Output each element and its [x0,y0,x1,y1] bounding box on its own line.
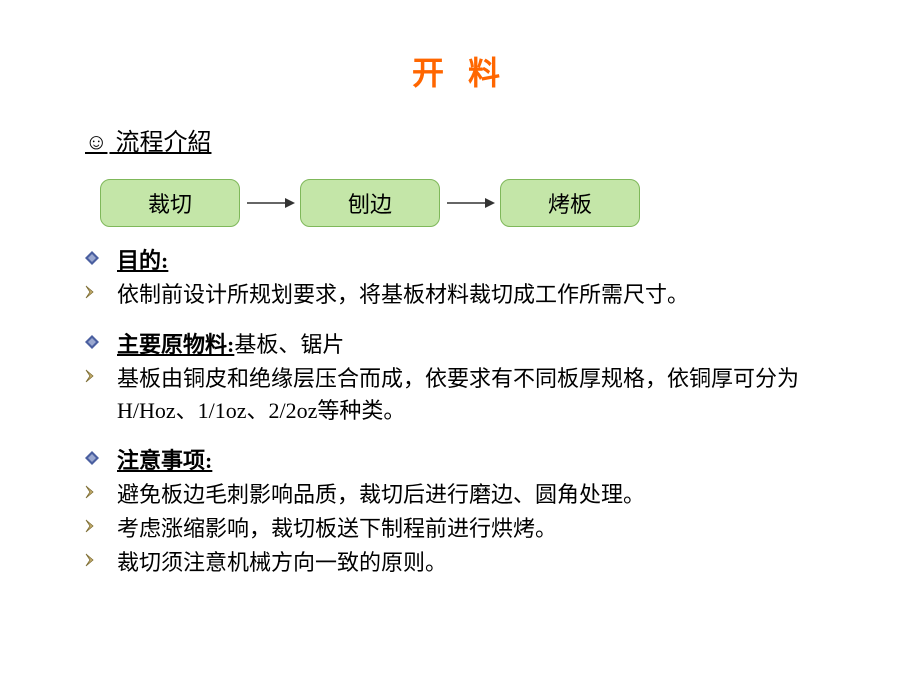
content-body: 目的:依制前设计所规划要求，将基板材料裁切成工作所需尺寸。主要原物料:基板、锯片… [85,245,860,579]
bullet-text: 依制前设计所规划要求，将基板材料裁切成工作所需尺寸。 [117,279,860,311]
arrow-right-icon [240,196,300,210]
bullet-line: 避免板边毛刺影响品质，裁切后进行磨边、圆角处理。 [85,479,860,511]
diamond-bullet-icon [85,329,117,349]
flowchart: 裁切 刨边 烤板 [100,179,920,227]
arrow-right-icon [440,196,500,210]
section-label-line: 主要原物料:基板、锯片 [85,329,860,361]
bullet-text: 裁切须注意机械方向一致的原则。 [117,547,860,579]
diamond-bullet-icon [85,445,117,465]
section-label-text: 主要原物料:基板、锯片 [117,329,860,361]
bullet-line: 基板由铜皮和绝缘层压合而成，依要求有不同板厚规格，依铜厚可分为H/Hoz、1/1… [85,363,860,427]
flow-node: 烤板 [500,179,640,227]
bullet-line: 考虑涨缩影响，裁切板送下制程前进行烘烤。 [85,513,860,545]
bullet-text: 基板由铜皮和绝缘层压合而成，依要求有不同板厚规格，依铜厚可分为H/Hoz、1/1… [117,363,860,427]
flow-node: 刨边 [300,179,440,227]
section-label-text: 目的: [117,245,860,277]
section-heading: ☺ 流程介紹 [85,122,920,157]
section-label-line: 注意事项: [85,445,860,477]
heading-text: 流程介紹 [109,130,211,156]
diamond-bullet-icon [85,245,117,265]
chevron-bullet-icon [85,363,117,383]
chevron-bullet-icon [85,279,117,299]
smiley-icon: ☺ [85,129,107,154]
section-label-text: 注意事项: [117,445,860,477]
slide-title: 开 料 [0,0,920,94]
flow-node: 裁切 [100,179,240,227]
bullet-line: 裁切须注意机械方向一致的原则。 [85,547,860,579]
chevron-bullet-icon [85,479,117,499]
chevron-bullet-icon [85,513,117,533]
bullet-line: 依制前设计所规划要求，将基板材料裁切成工作所需尺寸。 [85,279,860,311]
bullet-text: 避免板边毛刺影响品质，裁切后进行磨边、圆角处理。 [117,479,860,511]
bullet-text: 考虑涨缩影响，裁切板送下制程前进行烘烤。 [117,513,860,545]
section-label-line: 目的: [85,245,860,277]
chevron-bullet-icon [85,547,117,567]
